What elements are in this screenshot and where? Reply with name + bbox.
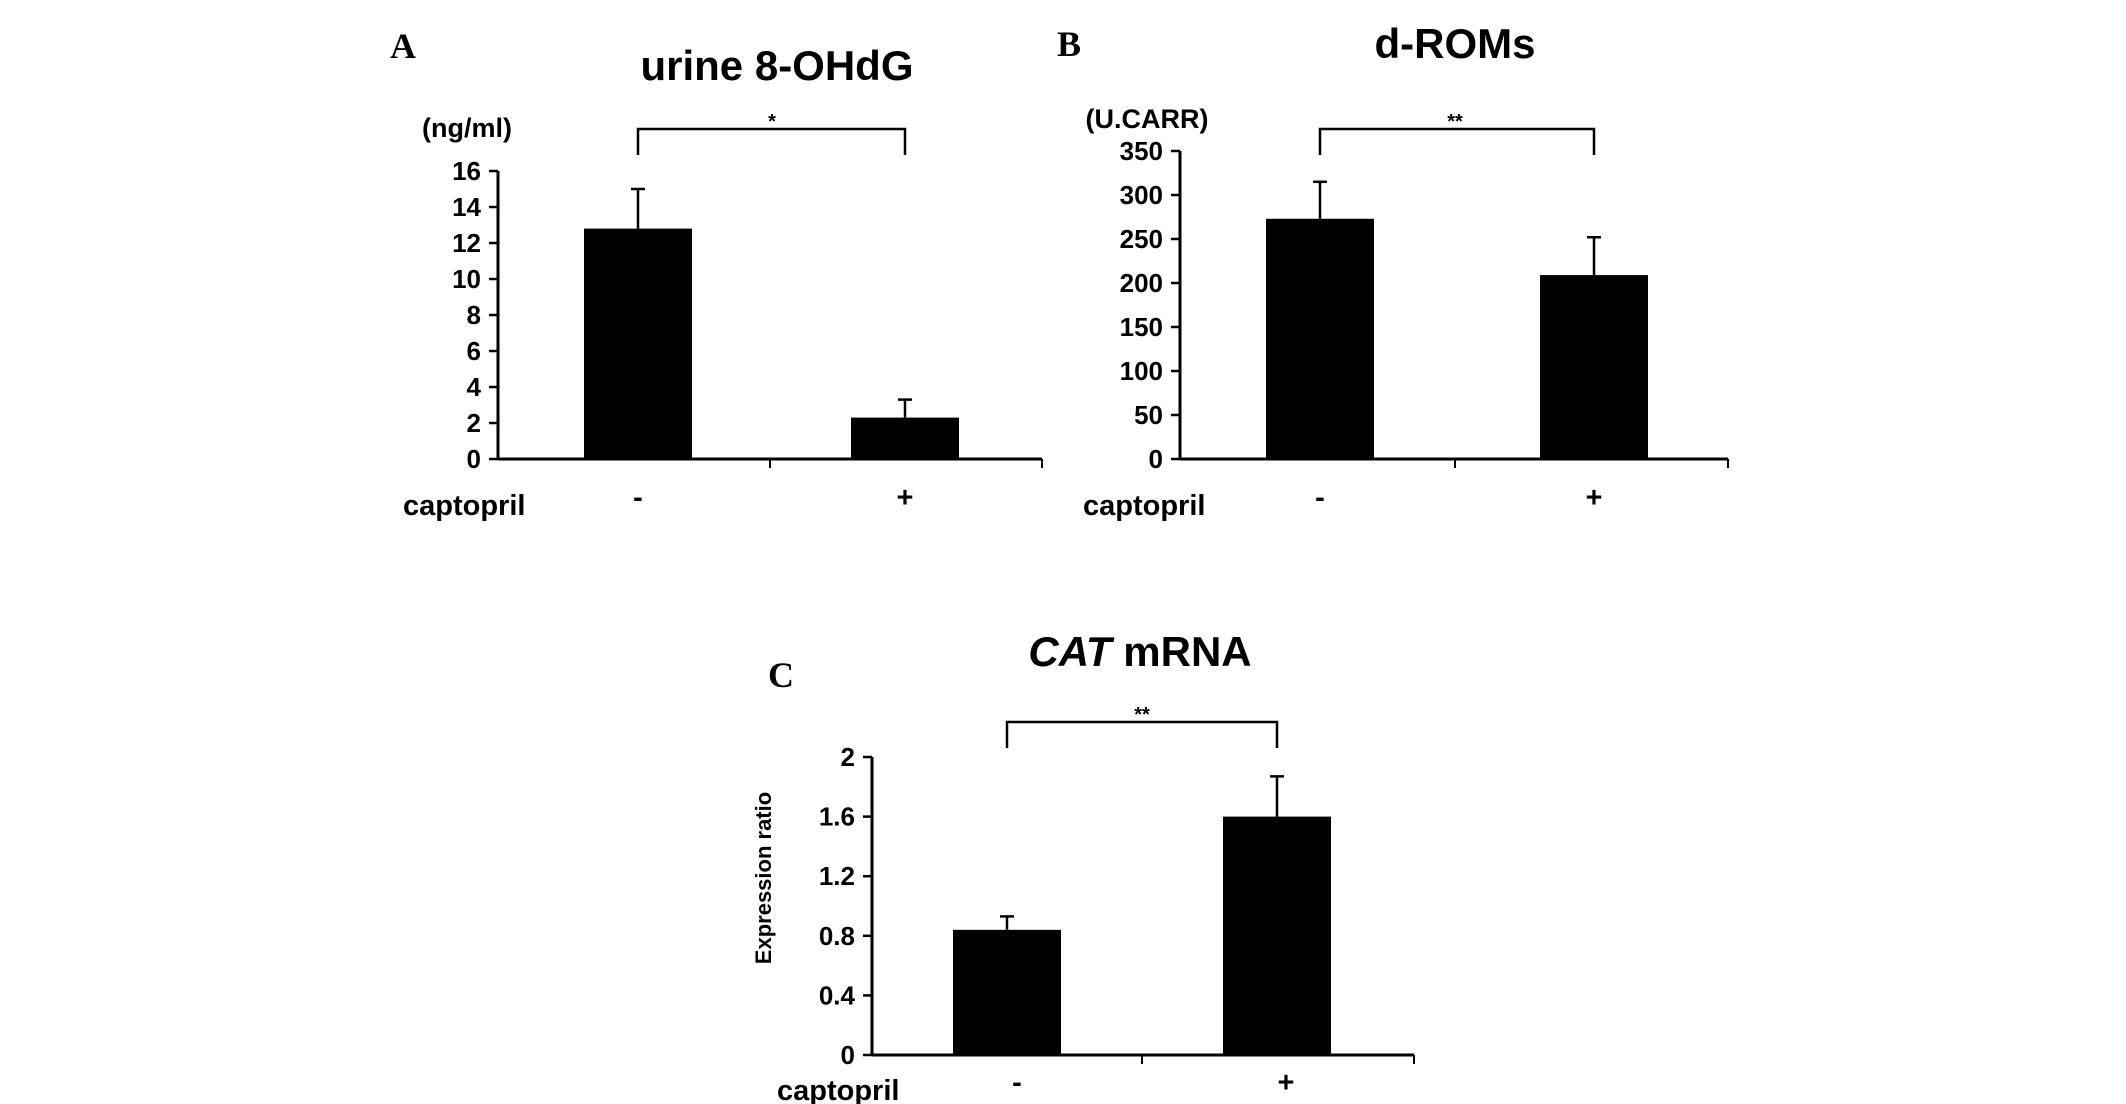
panel-a-y-tick-label-3: 6 [467,336,481,366]
panel-c-title: CAT mRNA [1028,628,1251,675]
panel-a-y-tick-label-1: 2 [467,408,481,438]
panel-a-y-tick-label-7: 14 [452,192,481,222]
panel-c-bar-1 [1223,816,1331,1055]
panel-a-bar-0 [584,228,692,459]
panel-c-category-label-1: + [1278,1067,1295,1099]
panel-a-y-tick-label-4: 8 [467,300,481,330]
panel-b-y-tick-label-7: 350 [1120,136,1163,166]
panel-b-letter: B [1057,24,1081,64]
panel-b-y-tick-label-0: 0 [1149,444,1163,474]
panel-a-bar-1 [851,417,959,459]
panel-a: A urine 8-OHdG (ng/ml) captopril - + * 0… [390,26,1043,522]
panel-b-unit-label: (U.CARR) [1086,104,1209,134]
panel-b: B d-ROMs (U.CARR) captopril - + ** 0 50 10… [1057,20,1729,522]
panel-a-category-label-0: - [633,482,643,514]
panel-b-y-tick-label-6: 300 [1120,180,1163,210]
panel-c-x-label: captopril [777,1075,899,1104]
panel-c-plot: 0 0.4 0.8 1.2 1.6 2 [819,720,1415,1070]
panel-b-plot: 0 50 100 150 200 250 300 350 [1120,127,1729,474]
panel-a-significance-bracket [636,127,907,155]
panel-c-title-rest: mRNA [1112,628,1252,675]
panel-c-y-tick-label-4: 1.6 [819,802,855,832]
panel-c-bar-0 [953,929,1061,1055]
panel-a-title: urine 8-OHdG [640,42,913,89]
panel-a-significance: * [768,111,776,133]
panel-c-y-tick-label-2: 0.8 [819,921,855,951]
panel-b-y-tick-label-3: 150 [1120,312,1163,342]
panel-c-significance-bracket [1005,720,1279,748]
panel-c-category-label-0: - [1012,1067,1022,1099]
panel-a-letter: A [390,26,416,66]
panel-a-y-tick-label-8: 16 [452,156,481,186]
panel-b-bar-0 [1266,218,1374,459]
panel-b-y-tick-label-1: 50 [1134,400,1163,430]
panel-c-y-tick-label-3: 1.2 [819,861,855,891]
panel-a-y-tick-label-5: 10 [452,264,481,294]
panel-b-title: d-ROMs [1375,20,1536,67]
panel-a-unit-label: (ng/ml) [422,113,512,143]
panel-a-y-tick-label-6: 12 [452,228,481,258]
panel-a-category-label-1: + [897,482,914,514]
panel-b-category-label-1: + [1586,482,1603,514]
panel-b-category-label-0: - [1315,482,1325,514]
panel-a-y-tick-label-2: 4 [467,372,482,402]
panel-b-significance-bracket [1318,127,1596,155]
panel-b-y-tick-label-5: 250 [1120,224,1163,254]
panel-b-y-tick-label-2: 100 [1120,356,1163,386]
panel-c-y-label: Expression ratio [751,792,776,964]
panel-b-significance: ** [1447,111,1463,133]
panel-b-y-tick-label-4: 200 [1120,268,1163,298]
panel-b-bar-1 [1540,275,1648,459]
panel-c-significance: ** [1134,704,1150,726]
panel-b-x-label: captopril [1083,490,1205,522]
panel-a-plot: 0 2 4 6 8 10 12 14 16 [452,127,1043,474]
panel-c-y-tick-label-0: 0 [841,1040,855,1070]
panel-c-y-tick-label-1: 0.4 [819,980,856,1010]
panel-c-y-tick-label-5: 2 [841,742,855,772]
panel-c-title-italic: CAT [1028,628,1115,675]
panel-c-letter: C [768,655,794,695]
panel-c: C CAT mRNA Expression ratio captopril - … [751,628,1415,1104]
panel-a-y-tick-label-0: 0 [467,444,481,474]
panel-a-x-label: captopril [403,490,525,522]
